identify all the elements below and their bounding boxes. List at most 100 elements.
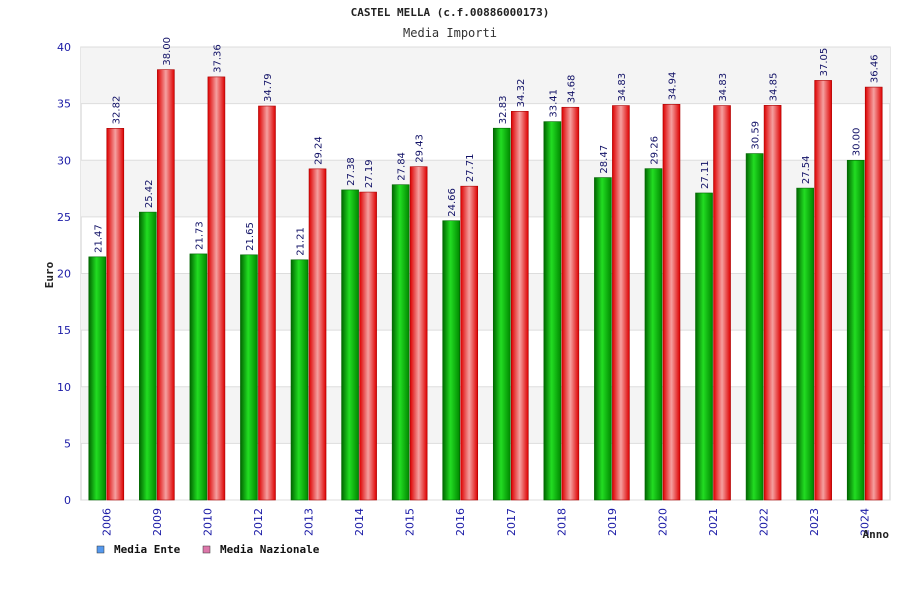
bar-media-nazionale xyxy=(308,168,327,501)
value-label: 30.00 xyxy=(852,128,863,157)
value-label: 32.83 xyxy=(498,96,509,125)
value-label: 29.26 xyxy=(649,136,660,165)
y-tick-label: 30 xyxy=(57,154,71,167)
value-label: 36.46 xyxy=(870,54,881,83)
value-label: 34.83 xyxy=(718,73,729,102)
chart-subtitle: Media Importi xyxy=(403,26,497,40)
x-tick-label: 2016 xyxy=(454,508,467,536)
x-tick-label: 2010 xyxy=(201,508,214,536)
bar-media-ente xyxy=(341,189,359,501)
value-label: 25.42 xyxy=(144,179,155,208)
x-tick-label: 2019 xyxy=(606,508,619,536)
bar-media-ente xyxy=(543,121,562,501)
bar-media-nazionale xyxy=(864,86,883,501)
y-tick-label: 10 xyxy=(57,381,71,394)
value-label: 27.54 xyxy=(801,155,812,184)
y-tick-label: 35 xyxy=(57,98,71,111)
x-tick-label: 2023 xyxy=(808,508,821,536)
value-label: 34.85 xyxy=(769,73,780,102)
y-tick-label: 40 xyxy=(57,41,71,54)
y-axis-ticks: 0 5 10 15 20 25 30 35 40 xyxy=(57,41,71,507)
value-label: 21.21 xyxy=(296,227,307,256)
bar-media-ente xyxy=(846,159,865,501)
value-label: 30.59 xyxy=(751,121,762,150)
bar-media-ente xyxy=(442,220,461,501)
bar-media-ente xyxy=(695,192,713,501)
x-axis-title: Anno xyxy=(863,528,890,541)
y-tick-label: 15 xyxy=(57,324,71,337)
x-tick-label: 2014 xyxy=(353,508,366,536)
legend-label-nazionale: Media Nazionale xyxy=(220,543,320,556)
bar-media-ente xyxy=(745,153,764,501)
chart-title: CASTEL MELLA (c.f.00886000173) xyxy=(351,6,550,19)
bar-media-nazionale xyxy=(258,105,276,501)
bar-media-nazionale xyxy=(106,128,125,501)
value-label: 29.24 xyxy=(314,136,325,165)
bar-media-nazionale xyxy=(612,105,630,501)
value-label: 27.38 xyxy=(346,157,357,186)
y-tick-label: 0 xyxy=(64,494,71,507)
bar-media-nazionale xyxy=(510,111,529,501)
value-label: 27.19 xyxy=(364,159,375,188)
x-tick-label: 2012 xyxy=(252,508,265,536)
value-label: 37.36 xyxy=(212,44,223,73)
y-tick-label: 5 xyxy=(64,437,71,450)
bar-media-nazionale xyxy=(157,69,175,501)
value-label: 21.73 xyxy=(194,221,205,250)
bar-media-nazionale xyxy=(814,80,832,501)
x-axis-ticks: 2006 2009 2010 2012 2013 2014 2015 2016 2017 2018… xyxy=(100,508,871,536)
bar-media-nazionale xyxy=(359,191,377,501)
value-label: 38.00 xyxy=(162,37,173,66)
value-label: 34.32 xyxy=(516,79,527,108)
bar-media-ente xyxy=(644,168,663,501)
legend-swatch-ente xyxy=(96,545,105,554)
bar-media-ente xyxy=(594,177,612,501)
bar-media-nazionale xyxy=(662,104,681,501)
x-tick-label: 2006 xyxy=(100,508,113,536)
value-label: 33.41 xyxy=(548,89,559,118)
x-tick-label: 2020 xyxy=(656,508,669,536)
value-label: 21.65 xyxy=(245,222,256,251)
x-tick-label: 2015 xyxy=(404,508,417,536)
bars-group xyxy=(88,69,883,501)
bar-media-nazionale xyxy=(207,76,226,501)
value-labels-group: 21.47 32.82 25.42 38.00 21.73 37.36 21.65 34.79… xyxy=(93,37,880,256)
value-label: 21.47 xyxy=(93,224,104,253)
value-label: 27.71 xyxy=(465,154,476,183)
bar-media-ente xyxy=(189,253,208,501)
bar-media-nazionale xyxy=(763,105,782,501)
y-axis-title: Euro xyxy=(43,261,56,288)
bar-media-ente xyxy=(240,254,258,501)
legend: Media Ente Media Nazionale xyxy=(96,543,320,556)
value-label: 28.47 xyxy=(599,145,610,174)
x-tick-label: 2024 xyxy=(859,508,872,536)
bar-media-ente xyxy=(88,256,107,501)
value-label: 24.66 xyxy=(447,188,458,217)
x-tick-label: 2021 xyxy=(707,508,720,536)
bar-media-ente xyxy=(796,187,814,501)
bar-media-ente xyxy=(492,127,511,501)
x-tick-label: 2009 xyxy=(151,508,164,536)
bar-media-ente xyxy=(139,211,157,501)
bar-media-ente xyxy=(391,184,410,501)
bar-media-ente xyxy=(290,259,309,501)
legend-swatch-nazionale xyxy=(202,545,211,554)
value-label: 34.68 xyxy=(566,75,577,104)
x-tick-label: 2017 xyxy=(505,508,518,536)
value-label: 37.05 xyxy=(819,48,830,77)
value-label: 27.84 xyxy=(397,152,408,181)
bar-media-nazionale xyxy=(713,105,731,501)
value-label: 34.79 xyxy=(263,73,274,102)
value-label: 34.94 xyxy=(667,72,678,101)
y-tick-label: 25 xyxy=(57,211,71,224)
value-label: 32.82 xyxy=(111,96,122,125)
value-label: 34.83 xyxy=(617,73,628,102)
value-label: 29.43 xyxy=(415,134,426,163)
bar-media-nazionale xyxy=(409,166,428,501)
legend-label-ente: Media Ente xyxy=(114,543,181,556)
x-tick-label: 2022 xyxy=(758,508,771,536)
bar-media-nazionale xyxy=(561,106,580,501)
value-label: 27.11 xyxy=(700,160,711,189)
bar-media-nazionale xyxy=(460,185,479,501)
